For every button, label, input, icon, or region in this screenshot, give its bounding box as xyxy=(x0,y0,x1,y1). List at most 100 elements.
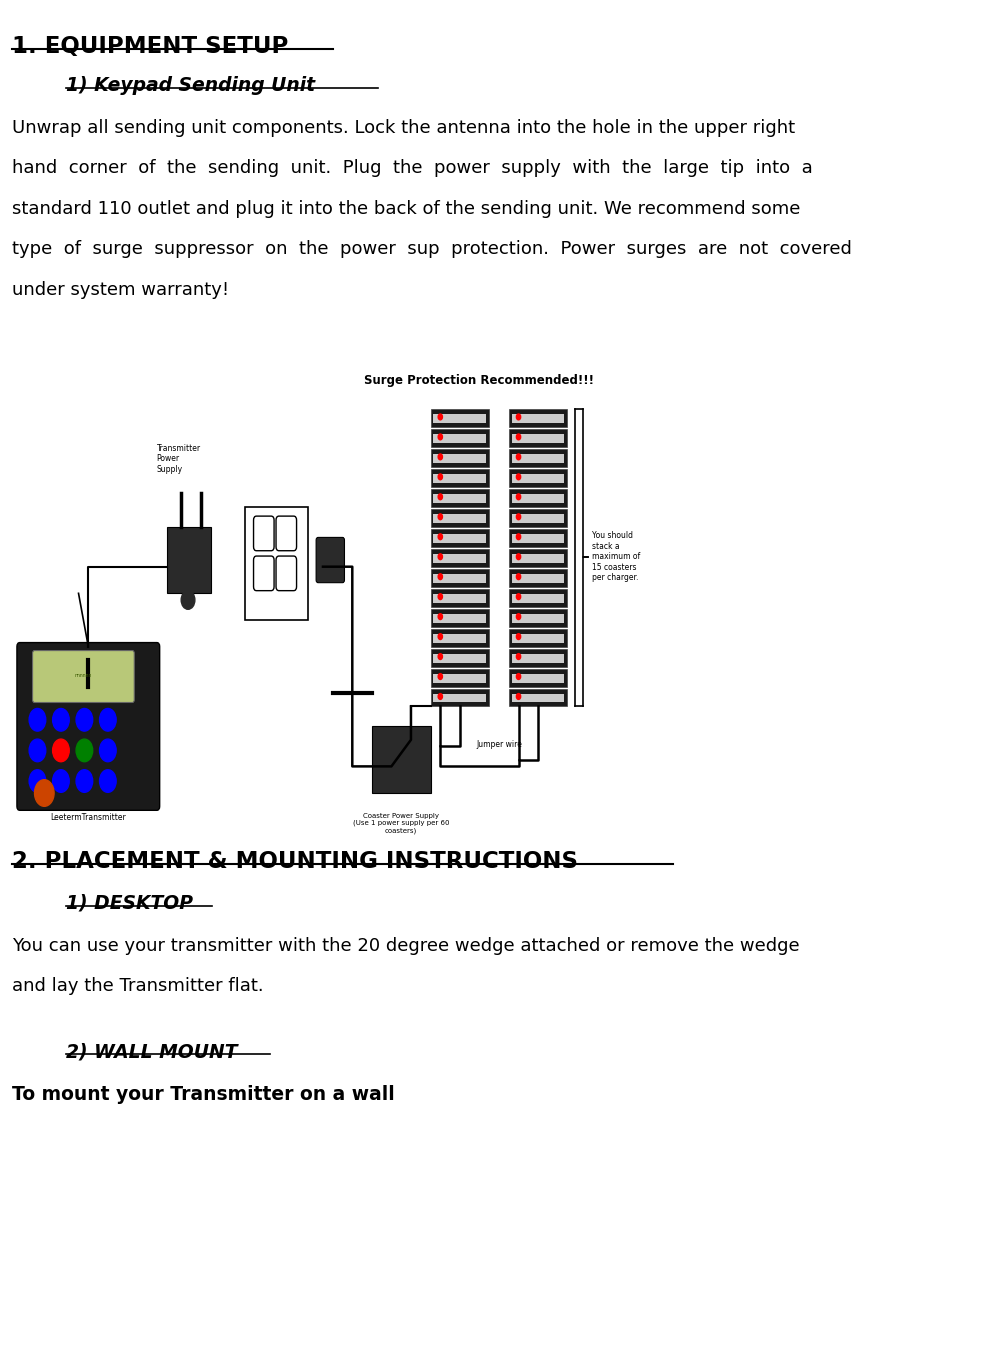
Circle shape xyxy=(438,574,443,579)
Bar xyxy=(509,450,568,467)
Bar xyxy=(433,414,486,423)
Text: nnnnnn: nnnnnn xyxy=(75,674,92,678)
Bar xyxy=(509,589,568,606)
Bar xyxy=(512,414,564,423)
Bar xyxy=(433,454,486,463)
Circle shape xyxy=(516,494,521,499)
Circle shape xyxy=(516,614,521,620)
Text: under system warranty!: under system warranty! xyxy=(12,281,229,298)
Bar xyxy=(430,609,489,626)
Circle shape xyxy=(100,709,116,732)
Bar xyxy=(430,468,489,487)
Bar xyxy=(512,614,564,622)
Circle shape xyxy=(516,514,521,520)
Circle shape xyxy=(516,454,521,460)
Bar xyxy=(433,514,486,522)
Bar xyxy=(509,629,568,647)
FancyBboxPatch shape xyxy=(32,651,134,702)
Circle shape xyxy=(438,433,443,440)
Bar xyxy=(430,450,489,467)
Bar xyxy=(509,529,568,547)
Bar xyxy=(509,609,568,626)
Bar xyxy=(433,633,486,643)
Circle shape xyxy=(29,738,45,761)
Bar xyxy=(433,494,486,502)
Circle shape xyxy=(100,738,116,761)
Bar xyxy=(430,568,489,587)
Text: 2) WALL MOUNT: 2) WALL MOUNT xyxy=(66,1042,237,1061)
Text: Jumper wire: Jumper wire xyxy=(476,740,522,749)
Bar xyxy=(433,574,486,583)
Circle shape xyxy=(52,738,70,761)
Bar xyxy=(512,674,564,683)
FancyBboxPatch shape xyxy=(17,643,159,810)
Circle shape xyxy=(181,591,195,609)
Bar xyxy=(372,726,430,792)
Circle shape xyxy=(438,554,443,560)
Circle shape xyxy=(76,769,93,792)
Circle shape xyxy=(52,769,70,792)
FancyBboxPatch shape xyxy=(276,556,296,591)
Text: standard 110 outlet and plug it into the back of the sending unit. We recommend : standard 110 outlet and plug it into the… xyxy=(12,200,800,217)
Bar xyxy=(430,548,489,567)
Circle shape xyxy=(438,414,443,420)
Bar xyxy=(509,648,568,667)
Circle shape xyxy=(438,594,443,599)
Circle shape xyxy=(438,533,443,540)
Text: Transmitter
Power
Supply: Transmitter Power Supply xyxy=(157,444,201,474)
Text: hand  corner  of  the  sending  unit.  Plug  the  power  supply  with  the  larg: hand corner of the sending unit. Plug th… xyxy=(12,159,812,177)
Text: LeetermTransmitter: LeetermTransmitter xyxy=(50,813,126,822)
Bar xyxy=(430,668,489,687)
Bar xyxy=(166,526,211,594)
Circle shape xyxy=(438,514,443,520)
Circle shape xyxy=(438,694,443,699)
Circle shape xyxy=(516,474,521,479)
Circle shape xyxy=(516,574,521,579)
Circle shape xyxy=(29,769,45,792)
Bar xyxy=(509,668,568,687)
Circle shape xyxy=(516,694,521,699)
Circle shape xyxy=(438,653,443,660)
Circle shape xyxy=(516,633,521,640)
Circle shape xyxy=(52,709,70,732)
Circle shape xyxy=(516,433,521,440)
Text: type  of  surge  suppressor  on  the  power  sup  protection.  Power  surges  ar: type of surge suppressor on the power su… xyxy=(12,240,852,258)
Bar xyxy=(509,409,568,427)
Circle shape xyxy=(516,674,521,679)
Bar xyxy=(433,653,486,663)
Bar xyxy=(430,648,489,667)
FancyBboxPatch shape xyxy=(276,516,296,551)
Text: 1. EQUIPMENT SETUP: 1. EQUIPMENT SETUP xyxy=(12,35,288,58)
Bar xyxy=(433,554,486,563)
Bar xyxy=(430,589,489,606)
FancyBboxPatch shape xyxy=(254,556,274,591)
Text: 2. PLACEMENT & MOUNTING INSTRUCTIONS: 2. PLACEMENT & MOUNTING INSTRUCTIONS xyxy=(12,850,579,873)
Text: 1) DESKTOP: 1) DESKTOP xyxy=(66,894,193,913)
Circle shape xyxy=(516,653,521,660)
Bar xyxy=(509,468,568,487)
Bar xyxy=(512,694,564,702)
Circle shape xyxy=(516,414,521,420)
Bar xyxy=(512,554,564,563)
Bar xyxy=(430,489,489,506)
Circle shape xyxy=(76,738,93,761)
Bar xyxy=(430,429,489,447)
Circle shape xyxy=(76,709,93,732)
Text: 1) Keypad Sending Unit: 1) Keypad Sending Unit xyxy=(66,76,314,95)
FancyBboxPatch shape xyxy=(317,537,345,583)
Bar xyxy=(245,506,308,620)
Bar xyxy=(512,633,564,643)
Circle shape xyxy=(516,533,521,540)
Text: To mount your Transmitter on a wall: To mount your Transmitter on a wall xyxy=(12,1085,395,1104)
Circle shape xyxy=(516,594,521,599)
Bar xyxy=(512,574,564,583)
Text: You can use your transmitter with the 20 degree wedge attached or remove the wed: You can use your transmitter with the 20… xyxy=(12,937,799,954)
Text: Unwrap all sending unit components. Lock the antenna into the hole in the upper : Unwrap all sending unit components. Lock… xyxy=(12,119,795,136)
Text: Coaster Power Supply
(Use 1 power supply per 60
coasters): Coaster Power Supply (Use 1 power supply… xyxy=(353,813,450,834)
Bar xyxy=(512,494,564,502)
Bar xyxy=(509,568,568,587)
Bar xyxy=(433,694,486,702)
Bar xyxy=(430,409,489,427)
Bar xyxy=(512,474,564,483)
Bar xyxy=(433,433,486,443)
